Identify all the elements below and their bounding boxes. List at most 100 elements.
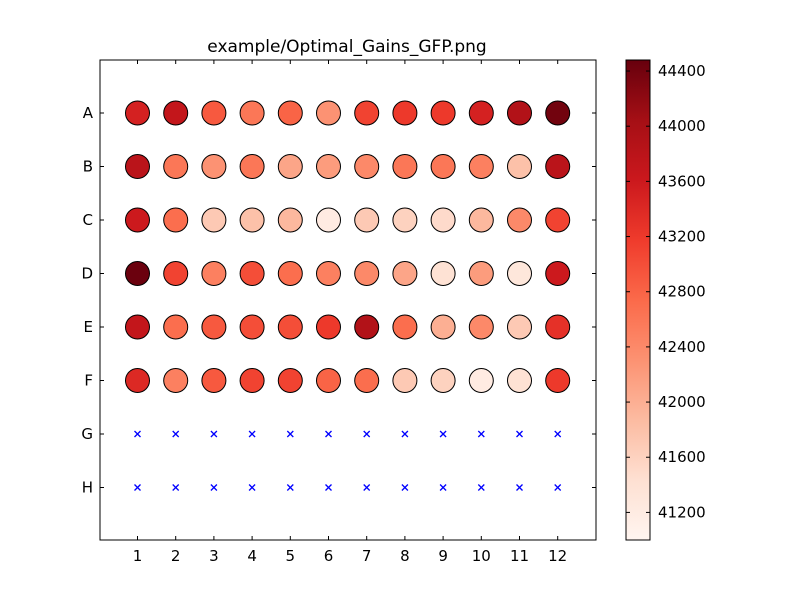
missing-well-marker <box>325 430 332 438</box>
missing-well-marker <box>439 484 447 491</box>
well-point <box>354 100 380 126</box>
well-point <box>316 100 341 126</box>
well-point <box>430 261 456 286</box>
missing-well-marker <box>401 430 409 438</box>
x-tick-label: 2 <box>171 547 181 565</box>
x-tick-label: 7 <box>362 547 372 565</box>
x-tick-label: 6 <box>324 547 334 565</box>
well-point <box>545 368 571 393</box>
well-point <box>239 154 265 179</box>
well-point <box>277 154 303 179</box>
colorbar-tick-label: 41600 <box>658 448 706 466</box>
well-point <box>507 100 532 126</box>
missing-well-marker <box>286 430 294 438</box>
well-point <box>392 154 418 179</box>
well-point <box>125 154 150 179</box>
well-point <box>507 314 532 340</box>
well-point <box>125 207 150 233</box>
well-point <box>316 154 341 179</box>
well-point <box>430 207 456 233</box>
well-point <box>507 261 532 286</box>
well-point <box>545 100 571 126</box>
missing-well-marker <box>134 430 141 438</box>
well-point <box>163 207 189 233</box>
well-point <box>163 368 189 393</box>
well-point <box>125 368 150 393</box>
colorbar <box>625 59 651 541</box>
x-tick-label: 4 <box>247 547 257 565</box>
missing-well-marker <box>134 484 141 491</box>
missing-well-marker <box>210 430 218 438</box>
well-point <box>354 261 380 286</box>
well-point <box>316 368 341 393</box>
well-point <box>277 261 303 286</box>
well-point <box>354 207 380 233</box>
well-point <box>163 314 189 340</box>
well-point <box>201 100 227 126</box>
well-point <box>430 100 456 126</box>
missing-well-marker <box>554 484 562 491</box>
missing-well-marker <box>248 484 256 491</box>
well-point <box>201 368 227 393</box>
well-point <box>277 314 303 340</box>
well-point <box>316 261 341 286</box>
well-point <box>277 100 303 126</box>
well-point <box>392 261 418 286</box>
missing-well-marker <box>401 484 409 491</box>
well-point <box>468 154 494 179</box>
x-tick-label: 8 <box>400 547 410 565</box>
missing-well-marker <box>439 430 447 438</box>
colorbar-tick-label: 42000 <box>658 393 706 411</box>
well-point <box>468 100 494 126</box>
well-point <box>545 154 571 179</box>
well-point <box>468 314 494 340</box>
well-point <box>201 154 227 179</box>
well-point <box>354 314 380 340</box>
well-point <box>277 368 303 393</box>
well-point <box>163 261 189 286</box>
chart-title: example/Optimal_Gains_GFP.png <box>207 37 486 57</box>
missing-well-marker <box>516 484 523 491</box>
well-point <box>468 261 494 286</box>
well-point <box>125 261 150 286</box>
y-tick-label: D <box>81 265 93 283</box>
well-point <box>392 314 418 340</box>
plot-area <box>99 59 597 541</box>
well-point <box>125 314 150 340</box>
colorbar-tick-label: 43200 <box>658 228 706 246</box>
well-point <box>239 207 265 233</box>
colorbar-tick-label: 44400 <box>658 62 706 80</box>
y-tick-label: F <box>84 372 93 390</box>
colorbar-tick-label: 41200 <box>658 503 706 521</box>
well-point <box>507 154 532 179</box>
x-tick-label: 12 <box>548 547 567 565</box>
well-point <box>392 368 418 393</box>
well-point <box>392 100 418 126</box>
well-point <box>545 314 571 340</box>
well-point <box>163 154 189 179</box>
well-point <box>468 368 494 393</box>
missing-well-marker <box>363 484 371 491</box>
colorbar-tick-label: 42400 <box>658 338 706 356</box>
well-point <box>354 154 380 179</box>
y-tick-label: E <box>84 318 93 336</box>
y-tick-label: C <box>83 211 93 229</box>
x-tick-label: 3 <box>209 547 219 565</box>
missing-well-marker <box>554 430 562 438</box>
missing-well-marker <box>172 484 180 491</box>
well-point <box>354 368 380 393</box>
x-tick-label: 5 <box>286 547 296 565</box>
well-point <box>507 368 532 393</box>
well-point <box>163 100 189 126</box>
missing-well-marker <box>325 484 332 491</box>
missing-well-marker <box>172 430 180 438</box>
y-tick-label: B <box>83 158 93 176</box>
well-point <box>316 207 341 233</box>
well-point <box>545 207 571 233</box>
well-point <box>201 314 227 340</box>
well-point <box>316 314 341 340</box>
well-point <box>545 261 571 286</box>
y-tick-label: G <box>81 425 93 443</box>
